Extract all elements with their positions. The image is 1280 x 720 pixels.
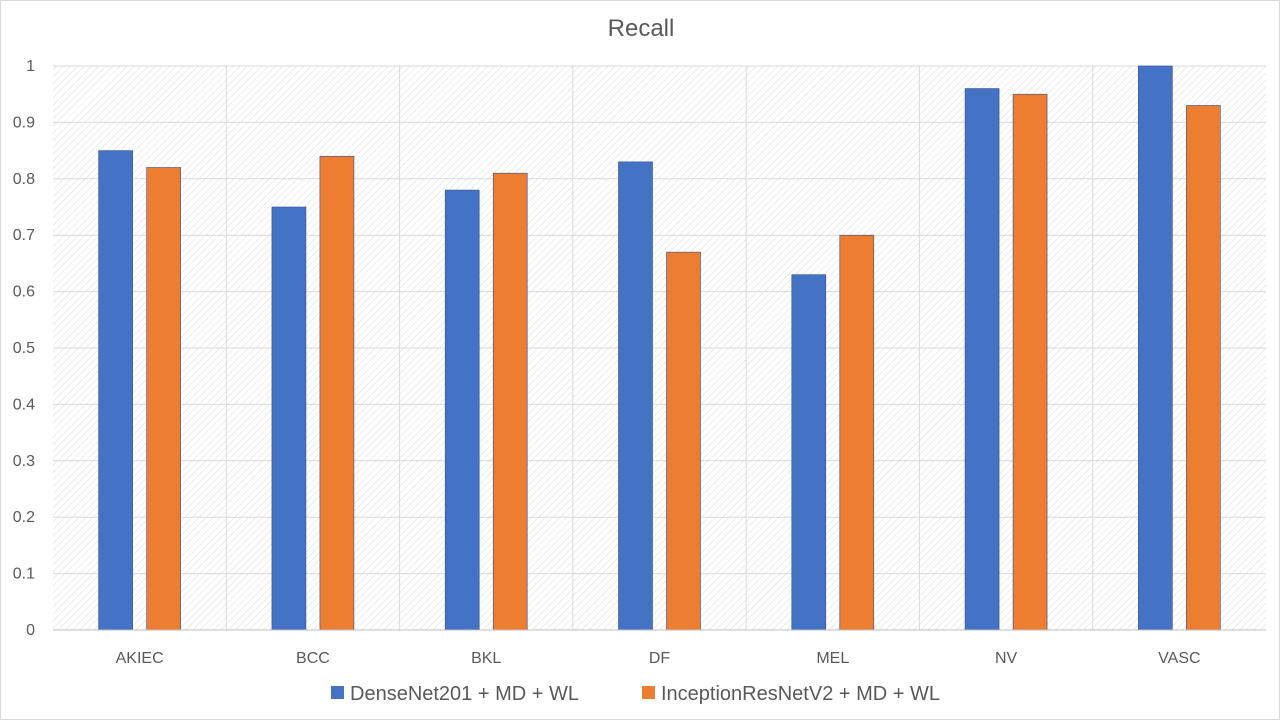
legend-label-1: DenseNet201 + MD + WL	[350, 683, 579, 705]
bar-vasc-series-2	[1186, 105, 1221, 631]
bars	[98, 65, 1221, 631]
legend-swatch-2	[642, 686, 655, 699]
bar-df-series-2	[666, 251, 701, 631]
bar-nv-series-2	[1012, 93, 1048, 631]
y-tick-label: 0.4	[13, 396, 35, 413]
bar-mel-series-1	[791, 274, 827, 631]
y-tick-label: 0.9	[13, 114, 35, 131]
x-tick-label: DF	[649, 650, 671, 667]
y-tick-label: 0.3	[13, 453, 35, 470]
gridlines	[53, 65, 1266, 630]
bar-bkl-series-2	[492, 172, 528, 631]
y-tick-label: 0.2	[13, 509, 35, 526]
legend-label-2: InceptionResNetV2 + MD + WL	[661, 683, 940, 705]
y-tick-label: 0.1	[13, 566, 35, 583]
bar-bkl-series-1	[444, 189, 480, 631]
x-tick-label: MEL	[816, 650, 849, 667]
x-tick-label: BKL	[471, 650, 501, 667]
y-tick-label: 1	[26, 58, 35, 75]
x-tick-label: AKIEC	[116, 650, 164, 667]
bar-vasc-series-1	[1138, 65, 1173, 631]
x-axis: AKIEC BCC BKL DF MEL NV VASC	[53, 629, 1266, 667]
y-tick-label: 0.7	[13, 227, 35, 244]
bar-mel-series-2	[839, 234, 875, 631]
x-tick-label: NV	[995, 650, 1018, 667]
y-axis: 0 0.1 0.2 0.3 0.4 0.5 0.6 0.7 0.8 0.9 1	[13, 58, 35, 639]
bar-akiec-series-1	[98, 150, 133, 631]
bar-bcc-series-1	[271, 206, 307, 631]
legend-swatch-1	[331, 686, 344, 699]
y-tick-label: 0.6	[13, 284, 35, 301]
bar-nv-series-1	[964, 88, 1000, 631]
x-tick-label: BCC	[296, 650, 330, 667]
y-tick-label: 0.5	[13, 340, 35, 357]
bar-akiec-series-2	[146, 167, 181, 631]
bar-df-series-1	[618, 161, 653, 631]
x-tick-label: VASC	[1158, 650, 1200, 667]
chart-title: Recall	[608, 15, 675, 42]
legend: DenseNet201 + MD + WL InceptionResNetV2 +…	[331, 683, 940, 705]
y-tick-label: 0	[26, 622, 35, 639]
bar-bcc-series-2	[319, 155, 355, 631]
y-tick-label: 0.8	[13, 171, 35, 188]
